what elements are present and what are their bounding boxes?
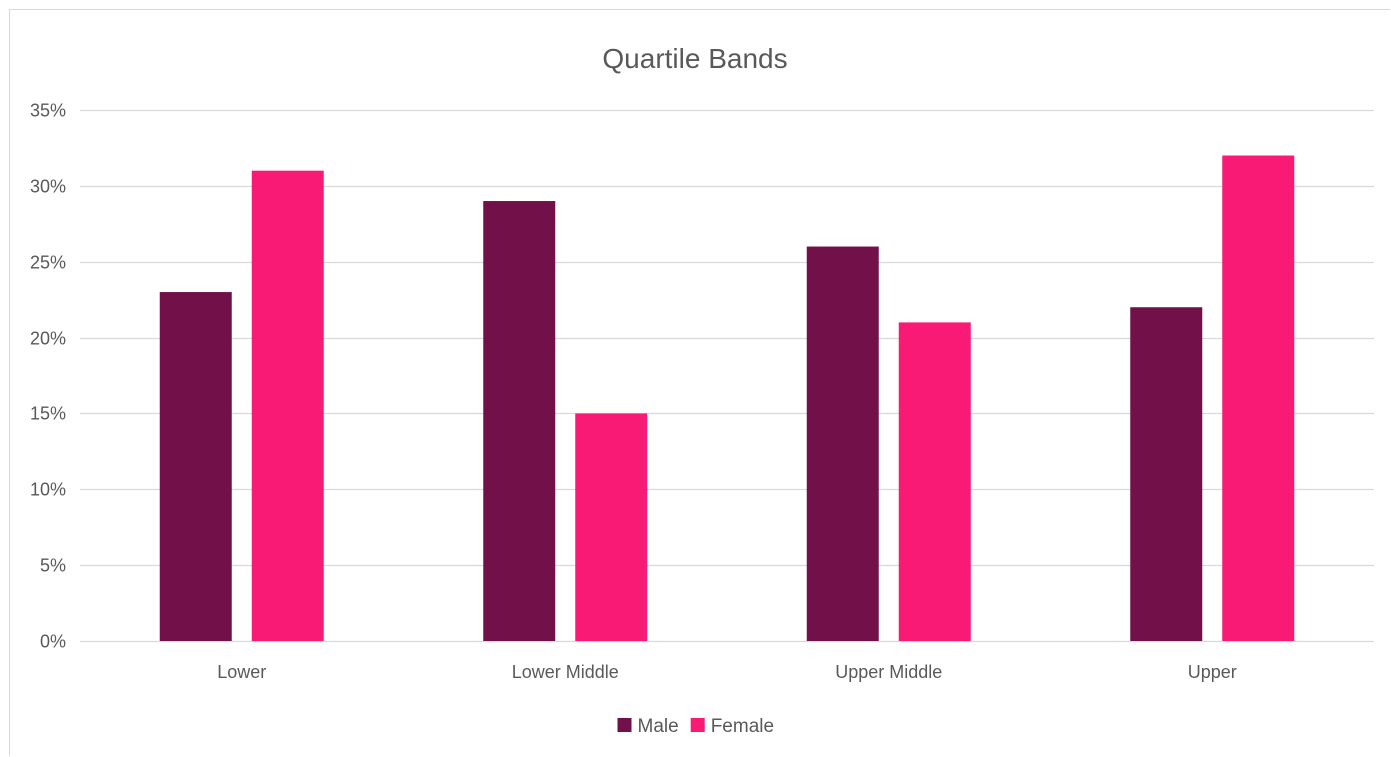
legend-label-male: Male <box>638 716 679 737</box>
bar-male-upper-middle <box>806 246 879 642</box>
y-tick-label: 15% <box>30 404 66 424</box>
y-tick-label: 25% <box>30 253 66 273</box>
legend-swatch-male <box>617 718 632 732</box>
y-tick-label: 35% <box>30 101 66 121</box>
chart-title: Quartile Bands <box>602 43 787 74</box>
y-tick-label: 5% <box>40 556 66 576</box>
x-tick-label: Lower Middle <box>512 662 619 682</box>
x-tick-label: Upper <box>1188 662 1237 682</box>
bar-female-upper-middle <box>898 322 971 641</box>
bar-female-upper <box>1222 155 1295 641</box>
y-tick-label: 10% <box>30 480 66 500</box>
x-axis-tick-labels: Lower Lower Middle Upper Middle Upper <box>217 662 1237 682</box>
bars <box>159 155 1295 642</box>
y-axis-tick-labels: 0% 5% 10% 15% 20% 25% 30% 35% <box>30 101 66 652</box>
bar-male-upper <box>1130 307 1203 641</box>
bar-male-lower-middle <box>483 201 556 641</box>
bar-male-lower <box>159 292 232 641</box>
legend-swatch-female <box>690 718 705 732</box>
bar-female-lower <box>251 170 324 641</box>
x-tick-label: Upper Middle <box>835 662 942 682</box>
y-tick-label: 0% <box>40 632 66 652</box>
legend: Male Female <box>617 716 774 737</box>
y-tick-label: 20% <box>30 329 66 349</box>
y-tick-label: 30% <box>30 177 66 197</box>
bar-female-lower-middle <box>575 413 648 641</box>
legend-label-female: Female <box>711 716 774 737</box>
x-tick-label: Lower <box>217 662 266 682</box>
